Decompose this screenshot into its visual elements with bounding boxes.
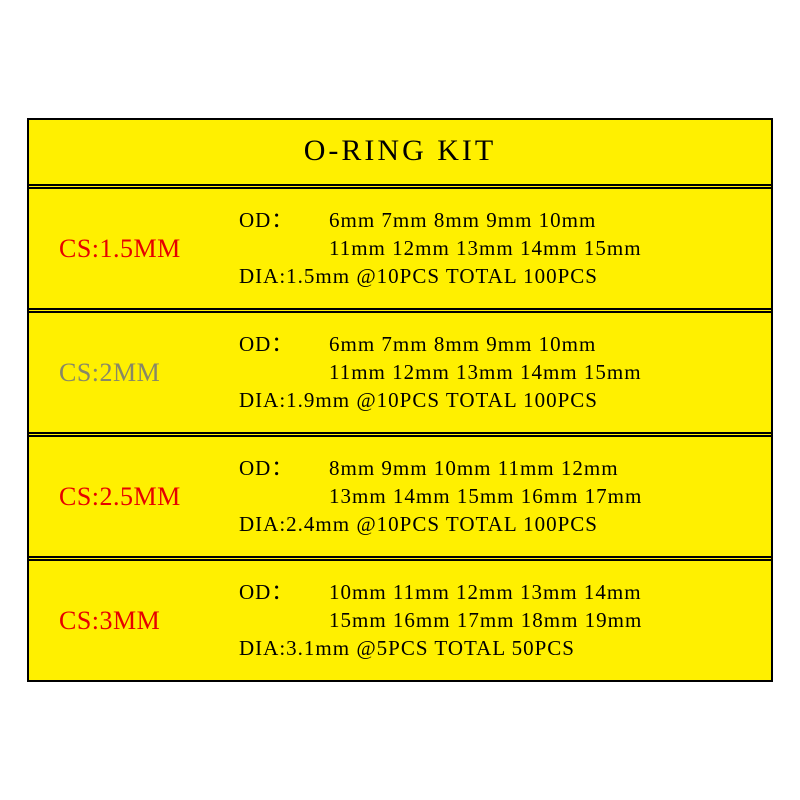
od-values-2: 15mm 16mm 17mm 18mm 19mm — [329, 608, 642, 632]
od-values-2: 13mm 14mm 15mm 16mm 17mm — [329, 484, 642, 508]
od-line-1: OD：6mm 7mm 8mm 9mm 10mm — [239, 210, 753, 231]
od-label: OD： — [239, 334, 329, 355]
od-values-1: 6mm 7mm 8mm 9mm 10mm — [329, 208, 596, 232]
od-values-1: 6mm 7mm 8mm 9mm 10mm — [329, 332, 596, 356]
section-row: CS:2.5MM OD：8mm 9mm 10mm 11mm 12mm 13mm … — [29, 437, 771, 556]
od-values-1: 8mm 9mm 10mm 11mm 12mm — [329, 456, 619, 480]
total-line: DIA:2.4mm @10PCS TOTAL 100PCS — [239, 514, 753, 535]
od-line-1: OD：10mm 11mm 12mm 13mm 14mm — [239, 582, 753, 603]
od-values-2: 11mm 12mm 13mm 14mm 15mm — [329, 360, 642, 384]
section-detail: OD：8mm 9mm 10mm 11mm 12mm 13mm 14mm 15mm… — [239, 451, 771, 542]
od-label: OD： — [239, 582, 329, 603]
od-values-2: 11mm 12mm 13mm 14mm 15mm — [329, 236, 642, 260]
kit-title: O-RING KIT — [29, 120, 771, 184]
od-line-2: 11mm 12mm 13mm 14mm 15mm — [239, 238, 753, 259]
od-line-1: OD：6mm 7mm 8mm 9mm 10mm — [239, 334, 753, 355]
cs-label: CS:3MM — [29, 606, 239, 636]
od-values-1: 10mm 11mm 12mm 13mm 14mm — [329, 580, 642, 604]
section-row: CS:3MM OD：10mm 11mm 12mm 13mm 14mm 15mm … — [29, 561, 771, 680]
total-line: DIA:3.1mm @5PCS TOTAL 50PCS — [239, 638, 753, 659]
od-line-1: OD：8mm 9mm 10mm 11mm 12mm — [239, 458, 753, 479]
od-label: OD： — [239, 210, 329, 231]
cs-label: CS:2.5MM — [29, 482, 239, 512]
od-line-2: 15mm 16mm 17mm 18mm 19mm — [239, 610, 753, 631]
section-row: CS:1.5MM OD：6mm 7mm 8mm 9mm 10mm 11mm 12… — [29, 189, 771, 308]
section-detail: OD：6mm 7mm 8mm 9mm 10mm 11mm 12mm 13mm 1… — [239, 327, 771, 418]
section-detail: OD：6mm 7mm 8mm 9mm 10mm 11mm 12mm 13mm 1… — [239, 203, 771, 294]
od-label: OD： — [239, 458, 329, 479]
oring-kit-table: O-RING KIT CS:1.5MM OD：6mm 7mm 8mm 9mm 1… — [27, 118, 773, 682]
od-line-2: 13mm 14mm 15mm 16mm 17mm — [239, 486, 753, 507]
od-line-2: 11mm 12mm 13mm 14mm 15mm — [239, 362, 753, 383]
total-line: DIA:1.9mm @10PCS TOTAL 100PCS — [239, 390, 753, 411]
cs-label: CS:2MM — [29, 358, 239, 388]
cs-label: CS:1.5MM — [29, 234, 239, 264]
total-line: DIA:1.5mm @10PCS TOTAL 100PCS — [239, 266, 753, 287]
section-row: CS:2MM OD：6mm 7mm 8mm 9mm 10mm 11mm 12mm… — [29, 313, 771, 432]
section-detail: OD：10mm 11mm 12mm 13mm 14mm 15mm 16mm 17… — [239, 575, 771, 666]
